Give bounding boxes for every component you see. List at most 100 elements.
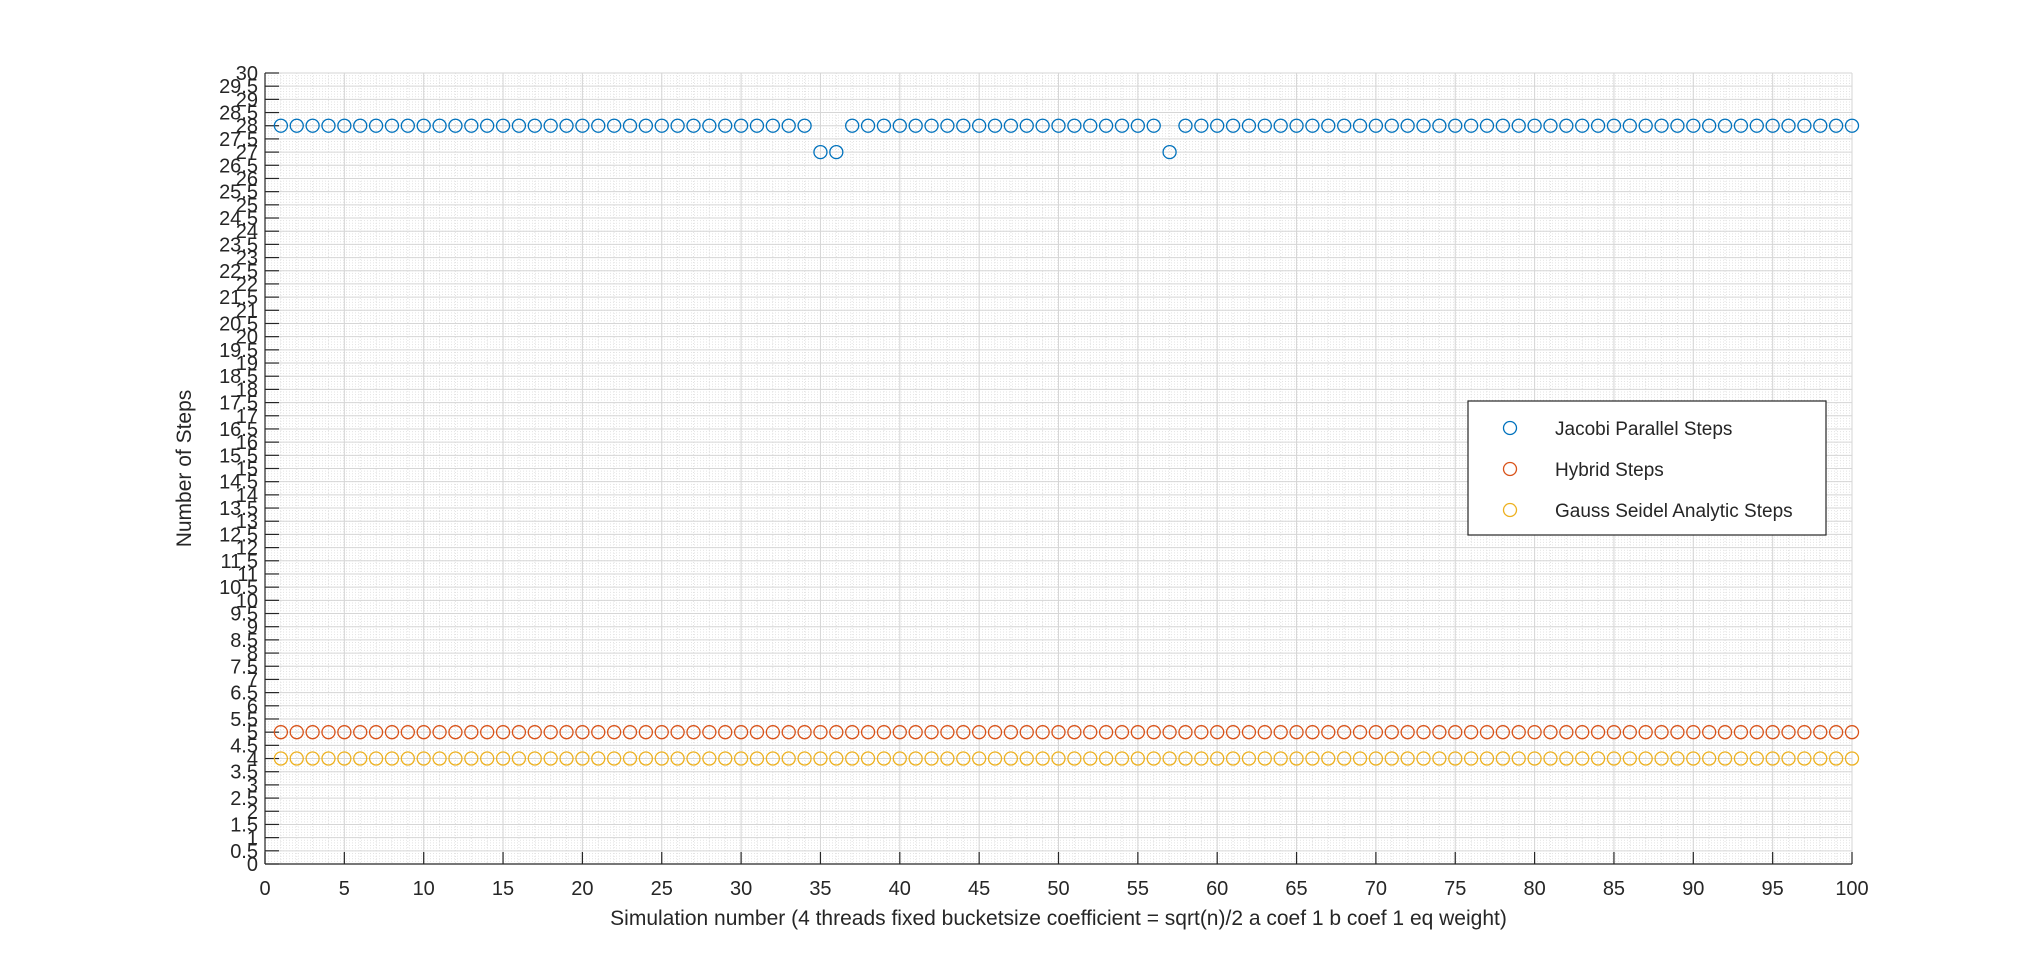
x-tick-label: 55 xyxy=(1127,878,1149,900)
data-point xyxy=(273,751,289,766)
data-point xyxy=(1051,751,1066,766)
data-point xyxy=(273,118,289,133)
data-point xyxy=(1575,118,1590,133)
y-tick-label: 4 xyxy=(247,749,258,771)
data-point xyxy=(749,118,765,133)
data-point xyxy=(1527,118,1542,133)
data-point xyxy=(1749,751,1764,766)
data-point xyxy=(1003,751,1019,766)
data-point xyxy=(1051,725,1066,740)
data-point xyxy=(495,751,511,766)
data-point xyxy=(1178,751,1193,766)
data-point xyxy=(1210,725,1225,740)
series-2 xyxy=(273,751,1860,766)
data-point xyxy=(337,118,352,133)
data-point xyxy=(480,751,495,766)
data-point xyxy=(1590,751,1606,766)
y-tick-label: 25 xyxy=(236,195,258,217)
data-point xyxy=(495,725,511,740)
y-tick-label: 13 xyxy=(236,511,258,533)
data-point xyxy=(1400,751,1415,766)
data-point xyxy=(575,725,590,740)
y-tick-label: 2 xyxy=(247,801,258,823)
x-tick-label: 100 xyxy=(1835,878,1868,900)
data-point xyxy=(813,751,828,766)
data-point xyxy=(1194,725,1209,740)
y-tick-label: 6 xyxy=(247,696,258,718)
data-point xyxy=(1654,118,1669,133)
data-point xyxy=(1051,118,1066,133)
data-point xyxy=(1686,725,1701,740)
data-point xyxy=(1495,725,1511,740)
data-point xyxy=(1511,751,1526,766)
data-point xyxy=(987,751,1003,766)
data-point xyxy=(1178,118,1193,133)
data-point xyxy=(622,725,638,740)
data-point xyxy=(1844,751,1860,766)
data-point xyxy=(384,725,400,740)
data-point xyxy=(876,118,892,133)
data-point xyxy=(733,725,749,740)
x-tick-label: 45 xyxy=(968,878,990,900)
data-point xyxy=(1400,118,1415,133)
data-point xyxy=(543,118,558,133)
data-point xyxy=(527,751,542,766)
y-tick-label: 17 xyxy=(236,406,258,428)
data-point xyxy=(1622,725,1637,740)
data-point xyxy=(1448,751,1463,766)
data-point xyxy=(368,751,384,766)
data-point xyxy=(829,725,844,740)
data-point xyxy=(876,725,892,740)
data-point xyxy=(1321,725,1336,740)
data-point xyxy=(575,751,590,766)
data-point xyxy=(765,118,780,133)
data-point xyxy=(1098,725,1114,740)
data-point xyxy=(860,118,876,133)
data-point xyxy=(1257,725,1272,740)
data-point xyxy=(892,118,907,133)
y-tick-label: 29 xyxy=(236,89,258,111)
legend[interactable]: Jacobi Parallel Steps Hybrid Steps Gauss S… xyxy=(1467,400,1827,536)
data-point xyxy=(432,118,447,133)
series-0 xyxy=(273,118,1860,160)
y-tick-label: 24.5 xyxy=(219,208,258,230)
data-point xyxy=(1686,118,1701,133)
y-tick-label: 27 xyxy=(236,142,258,164)
x-tick-label: 65 xyxy=(1285,878,1307,900)
y-tick-label: 16.5 xyxy=(219,419,258,441)
y-tick-label: 19.5 xyxy=(219,340,258,362)
data-point xyxy=(321,751,336,766)
x-tick-label: 95 xyxy=(1762,878,1784,900)
y-tick-label: 20.5 xyxy=(219,313,258,335)
y-tick-label: 23.5 xyxy=(219,234,258,256)
data-point xyxy=(1019,725,1034,740)
data-point xyxy=(1702,725,1717,740)
y-tick-label: 18 xyxy=(236,379,258,401)
data-point xyxy=(1781,751,1796,766)
data-point xyxy=(1606,725,1622,740)
data-point xyxy=(1257,118,1272,133)
data-point xyxy=(1321,118,1336,133)
y-tick-label: 14.5 xyxy=(219,472,258,494)
data-point xyxy=(1828,725,1844,740)
y-tick-label: 11 xyxy=(237,564,258,586)
data-point xyxy=(1432,725,1447,740)
data-point xyxy=(337,725,352,740)
y-tick-label: 26.5 xyxy=(219,155,258,177)
data-point xyxy=(1019,751,1034,766)
data-point xyxy=(1463,751,1479,766)
data-point xyxy=(1305,751,1320,766)
data-point xyxy=(829,751,844,766)
y-tick-label: 1.5 xyxy=(230,814,258,836)
data-point xyxy=(1352,118,1368,133)
data-point xyxy=(1146,725,1161,740)
data-point xyxy=(892,725,907,740)
data-point xyxy=(924,725,939,740)
y-tick-label: 21 xyxy=(236,300,258,322)
y-tick-label: 13.5 xyxy=(219,498,258,520)
data-point xyxy=(1622,118,1637,133)
data-point xyxy=(638,751,654,766)
data-point xyxy=(1765,725,1780,740)
